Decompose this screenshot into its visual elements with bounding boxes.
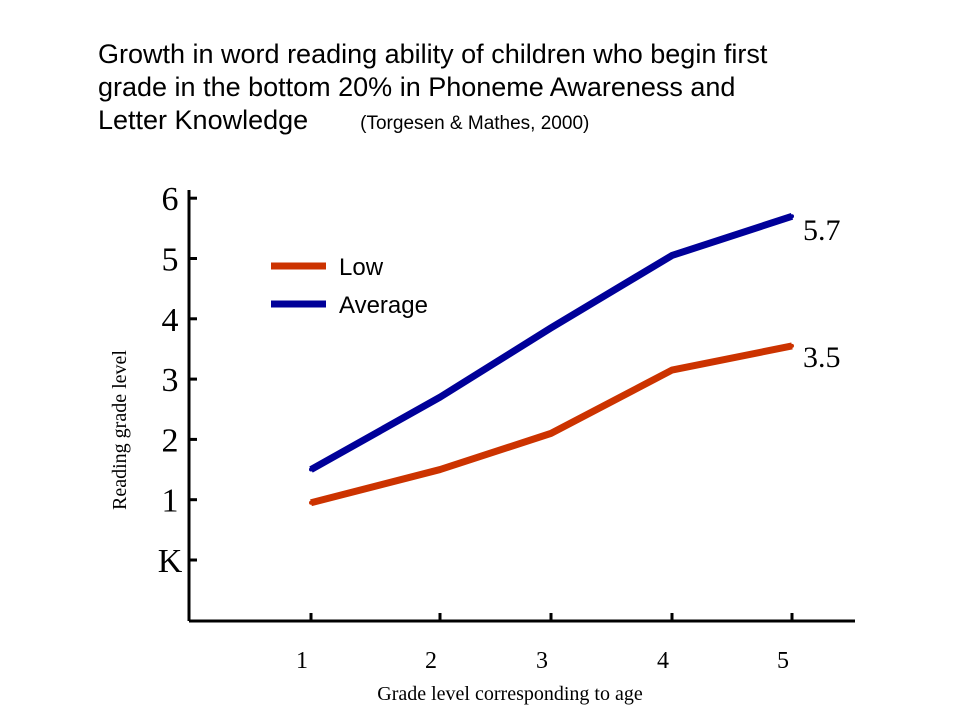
y-tick-label: 5 — [162, 242, 179, 279]
data-point — [309, 467, 313, 472]
data-point — [670, 253, 674, 258]
series-lines — [309, 212, 794, 507]
x-tick-label: 3 — [536, 648, 548, 674]
x-tick-label: 2 — [425, 648, 437, 674]
data-point — [670, 368, 674, 373]
title-line-3: Letter Knowledge (Torgesen & Mathes, 2000… — [98, 104, 918, 140]
y-tick-label: 2 — [162, 422, 179, 459]
data-point — [309, 500, 313, 505]
title-line-2: grade in the bottom 20% in Phoneme Aware… — [98, 72, 736, 102]
title-line-3-text: Letter Knowledge — [98, 105, 309, 135]
legend: Low Average — [271, 254, 428, 319]
chart-axes — [187, 190, 855, 623]
data-point — [438, 467, 442, 472]
y-axis-label: Reading grade level — [109, 350, 131, 510]
end-label-low: 3.5 — [803, 341, 841, 374]
x-tick-label: 5 — [777, 648, 789, 674]
data-point — [438, 395, 442, 400]
data-point — [790, 343, 794, 348]
x-axis-label: Grade level corresponding to age — [377, 683, 643, 705]
chart-title: Growth in word reading ability of childr… — [98, 38, 918, 140]
end-label-average: 5.7 — [803, 214, 841, 247]
x-tick-label: 1 — [296, 648, 308, 674]
y-tick-label: 3 — [162, 362, 179, 399]
y-axis-ticks: K 1 2 3 4 5 6 — [158, 181, 197, 580]
x-axis-ticks: 1 2 3 4 5 — [296, 613, 794, 674]
data-point — [549, 325, 553, 330]
x-tick-label: 4 — [657, 648, 669, 674]
data-point — [549, 431, 553, 436]
y-tick-label: 4 — [162, 302, 179, 339]
y-tick-label: 1 — [162, 483, 179, 520]
series-line-low — [310, 342, 793, 507]
y-tick-label: K — [158, 543, 183, 580]
legend-label-average: Average — [339, 292, 428, 319]
y-tick-label: 6 — [162, 181, 179, 218]
citation: (Torgesen & Mathes, 2000) — [360, 113, 590, 134]
legend-label-low: Low — [339, 254, 384, 281]
title-line-1: Growth in word reading ability of childr… — [98, 39, 768, 69]
end-labels: 5.7 3.5 — [803, 214, 841, 374]
data-point — [790, 214, 794, 219]
